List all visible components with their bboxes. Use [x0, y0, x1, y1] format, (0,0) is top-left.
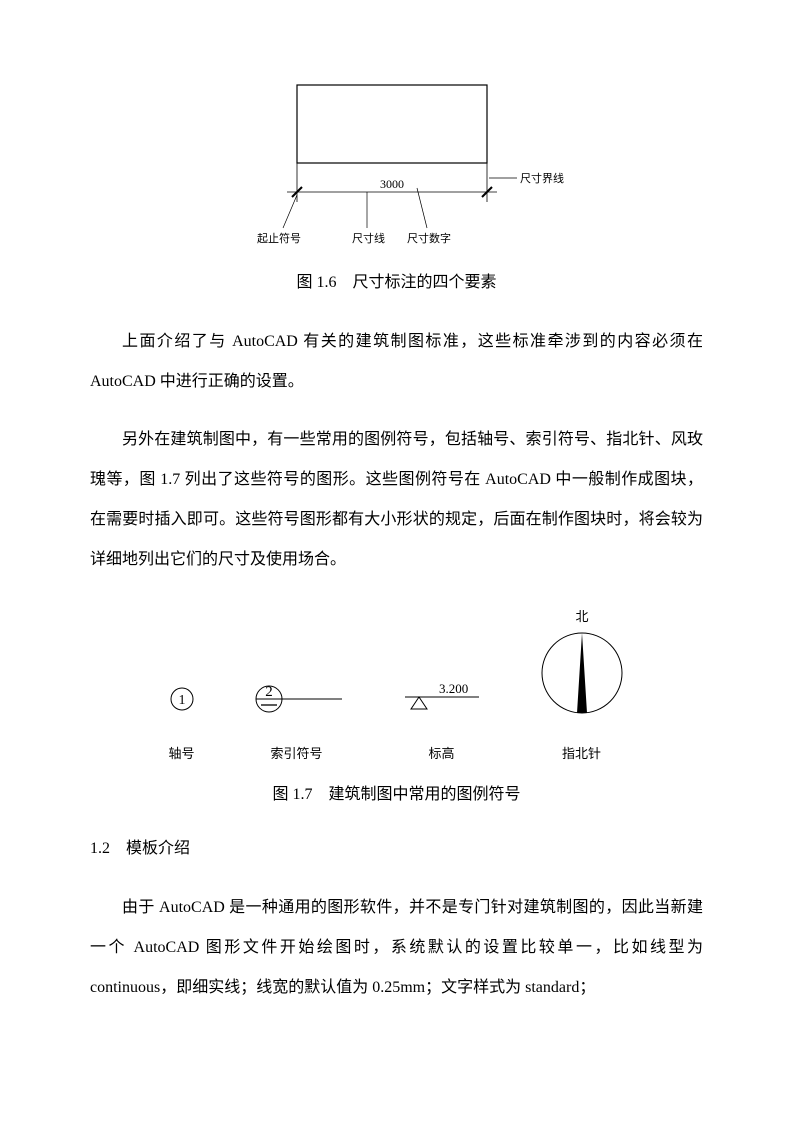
figure-1-6: 3000 尺寸界线 起止符号 尺寸线 尺寸数字 图 1.6 尺寸标注的四个要素 — [90, 80, 703, 292]
section-1-2-paragraph: 由于 AutoCAD 是一种通用的图形软件，并不是专门针对建筑制图的，因此当新建… — [90, 888, 703, 1008]
index-symbol: 2 索引符号 — [247, 613, 347, 762]
elevation-label: 标高 — [428, 743, 454, 762]
compass-label: 指北针 — [562, 743, 601, 762]
paragraph-1: 上面介绍了与 AutoCAD 有关的建筑制图标准，这些标准牵涉到的内容必须在 A… — [90, 322, 703, 402]
figure-1-7: 1 轴号 2 索引符号 3.200 标高 — [90, 598, 703, 804]
label-extension-line: 尺寸界线 — [520, 171, 564, 185]
dimension-value: 3000 — [380, 177, 404, 191]
paragraph-2: 另外在建筑制图中，有一些常用的图例符号，包括轴号、索引符号、指北针、风玫瑰等，图… — [90, 420, 703, 580]
index-value: 2 — [265, 684, 273, 700]
figure-1-6-caption: 图 1.6 尺寸标注的四个要素 — [296, 268, 496, 292]
axis-symbol: 1 轴号 — [167, 613, 197, 762]
elevation-symbol: 3.200 标高 — [397, 613, 487, 762]
compass-symbol: 北 指北针 — [537, 608, 627, 762]
dimension-diagram: 3000 尺寸界线 起止符号 尺寸线 尺寸数字 — [227, 80, 567, 250]
symbol-row: 1 轴号 2 索引符号 3.200 标高 — [167, 608, 627, 762]
index-label: 索引符号 — [270, 743, 322, 762]
compass-north: 北 — [575, 609, 588, 624]
label-terminator: 起止符号 — [257, 232, 301, 245]
label-dimension-line: 尺寸线 — [352, 231, 385, 245]
figure-1-7-caption: 图 1.7 建筑制图中常用的图例符号 — [272, 780, 520, 804]
elevation-value: 3.200 — [439, 681, 468, 696]
axis-value: 1 — [178, 693, 185, 708]
label-dimension-text: 尺寸数字 — [407, 231, 451, 245]
axis-label: 轴号 — [168, 743, 194, 762]
section-1-2-heading: 1.2 模板介绍 — [90, 834, 703, 858]
